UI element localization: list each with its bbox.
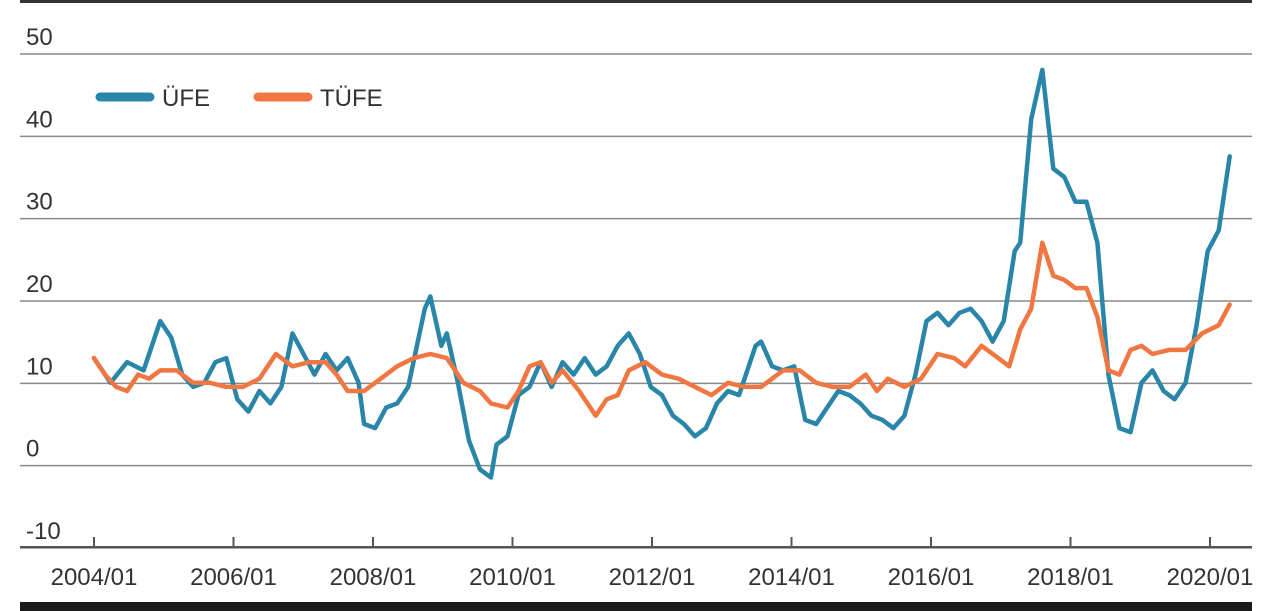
y-tick-label: 30 xyxy=(26,189,53,216)
series-line-ufe xyxy=(91,67,1232,480)
x-tick-label: 2008/01 xyxy=(330,564,417,591)
series-line-tufe xyxy=(91,240,1232,418)
x-tick-label: 2004/01 xyxy=(51,564,138,591)
legend: ÜFE TÜFE xyxy=(95,85,383,112)
y-tick-label: -10 xyxy=(26,518,61,545)
y-tick-label: 10 xyxy=(26,353,53,380)
y-tick-label: 40 xyxy=(26,106,53,133)
x-tick-label: 2012/01 xyxy=(609,564,696,591)
x-tick-label: 2006/01 xyxy=(190,564,277,591)
y-tick-label: 50 xyxy=(26,24,53,51)
gridlines xyxy=(20,53,1252,549)
x-tick-label: 2014/01 xyxy=(748,564,835,591)
y-axis-tick-labels: 50 40 30 20 10 0 -10 xyxy=(26,24,61,545)
y-tick-label: 20 xyxy=(26,271,53,298)
x-tick-label: 2018/01 xyxy=(1027,564,1114,591)
series-lines xyxy=(91,67,1232,480)
legend-label: ÜFE xyxy=(162,85,210,112)
x-tick-label: 2010/01 xyxy=(469,564,556,591)
x-axis-ticks: 2004/01 2006/01 2008/01 2010/01 2012/01 2014/… xyxy=(51,537,1254,591)
top-rule xyxy=(20,0,1252,3)
y-tick-label: 0 xyxy=(26,436,39,463)
bottom-rule xyxy=(20,602,1252,611)
x-tick-label: 2016/01 xyxy=(888,564,975,591)
x-tick-label: 2020/01 xyxy=(1167,564,1254,591)
legend-label: TÜFE xyxy=(320,85,383,112)
